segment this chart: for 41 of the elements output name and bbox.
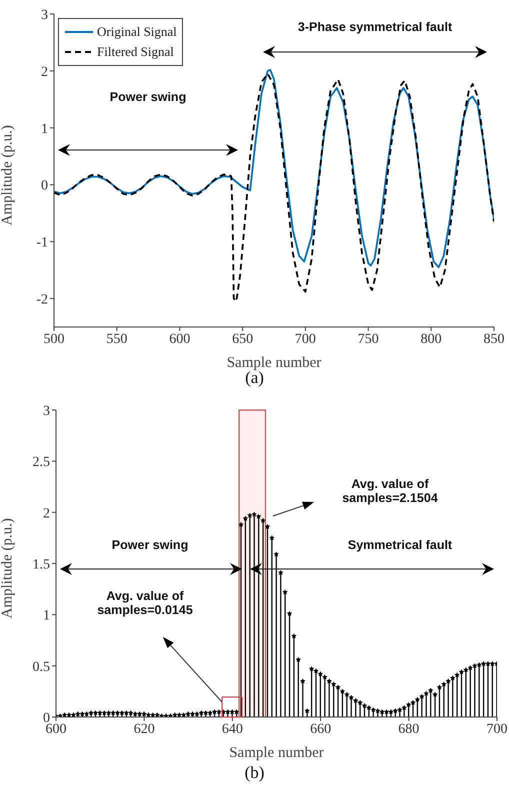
- annotation: Symmetrical fault: [346, 538, 454, 552]
- x-tick-label: 650: [232, 332, 254, 347]
- line-series: [54, 72, 494, 302]
- annotation: Power swing: [110, 538, 190, 552]
- y-tick-label: 3: [41, 8, 48, 23]
- y-tick-label: 0.5: [32, 660, 50, 675]
- legend-label: Original Signal: [97, 24, 177, 40]
- x-tick-label: 550: [106, 332, 128, 347]
- x-tick-label: 500: [44, 332, 64, 347]
- x-axis-title: Sample number: [229, 745, 324, 761]
- x-tick-label: 620: [134, 722, 155, 737]
- x-tick-label: 800: [420, 332, 442, 347]
- y-tick-label: 2: [41, 64, 48, 80]
- y-tick-label: 2.5: [32, 455, 50, 470]
- y-tick-label: -2: [36, 292, 48, 308]
- annotation: Avg. value of samples=2.1504: [341, 477, 439, 505]
- y-tick-label: 2: [43, 506, 50, 522]
- x-tick-label: 850: [484, 332, 504, 347]
- x-tick-label: 600: [169, 332, 190, 347]
- y-tick-label: 1.5: [32, 557, 50, 572]
- annotation: Power swing: [108, 90, 188, 104]
- y-tick-label: 1: [43, 608, 50, 624]
- y-tick-label: -1: [36, 236, 48, 251]
- x-tick-label: 750: [358, 332, 379, 347]
- y-axis-title: Amplitude (p.u.): [0, 518, 16, 618]
- annotation: Avg. value of samples=0.0145: [96, 589, 194, 617]
- line-series: [54, 68, 494, 268]
- x-tick-label: 680: [398, 722, 420, 737]
- x-tick-label: 700: [294, 332, 316, 347]
- x-axis-title: Sample number: [226, 355, 322, 371]
- y-axis-title: Amplitude (p.u.): [0, 125, 16, 226]
- text: (b): [244, 763, 266, 783]
- y-tick-label: 0: [41, 178, 48, 194]
- y-tick-label: 3: [43, 404, 50, 419]
- annotation: 3-Phase symmetrical fault: [296, 20, 454, 34]
- legend-label: Filtered Signal: [97, 44, 174, 60]
- x-tick-label: 600: [46, 722, 66, 737]
- x-tick-label: 660: [310, 722, 332, 737]
- x-tick-label: 700: [486, 722, 508, 737]
- y-tick-label: 1: [41, 122, 48, 137]
- x-tick-label: 640: [222, 722, 243, 737]
